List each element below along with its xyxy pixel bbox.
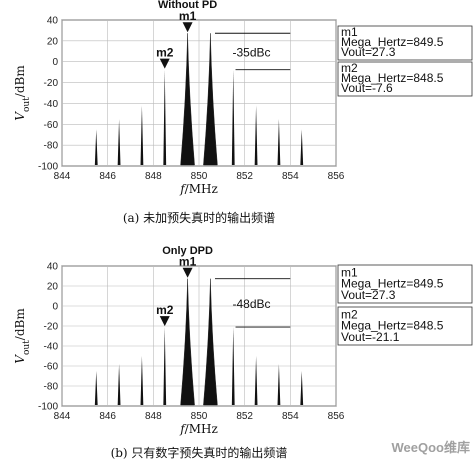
marker-m2-readout-freq: Mega_Hertz=848.5 (341, 71, 444, 85)
spectral-peak (254, 356, 258, 405)
y-tick-label: -80 (44, 382, 59, 393)
marker-m2-readout-vout: Vout=-21.1 (341, 330, 400, 344)
marker-m2-readout-vout: Vout=-7.6 (341, 81, 393, 95)
x-axis-label: f/MHz (179, 182, 218, 196)
watermark-logo: WeeQoo维库 (392, 440, 471, 455)
spectral-peak (117, 364, 121, 405)
marker-m1-readout-vout: Vout=27.3 (341, 288, 396, 302)
y-tick-label: -20 (44, 322, 59, 333)
x-tick-label: 846 (99, 411, 116, 422)
y-tick-label: -100 (38, 162, 58, 173)
spectral-peak (94, 371, 98, 405)
dbc-annotation: -48dBc (233, 297, 271, 311)
spectral-peak (300, 129, 304, 165)
marker-m2-readout-box (337, 61, 473, 97)
spectral-peak (254, 105, 258, 165)
spectral-peak (163, 327, 167, 405)
y-tick-label: 20 (47, 282, 59, 293)
y-tick-label: -80 (44, 141, 59, 152)
marker-m1-symbol (182, 267, 193, 278)
spectral-peak (140, 356, 144, 405)
marker-m2-label: m2 (156, 303, 174, 317)
figure-caption: (b) 只有数字预失真时的输出频谱 (111, 445, 288, 460)
x-tick-label: 848 (145, 171, 162, 182)
chart-panel-2: 844 846 848 850 852 854 856 40 20 0 -20 -40 -60 -80 -1… (13, 245, 473, 460)
y-tick-label: 0 (52, 302, 58, 313)
marker-m1-readout-name: m1 (341, 25, 358, 39)
marker-m1-readout-freq: Mega_Hertz=849.5 (341, 35, 444, 49)
spectral-peak (140, 105, 144, 165)
y-tick-label: -40 (44, 342, 59, 353)
spectral-peak (277, 119, 281, 165)
spectral-peak (300, 371, 304, 405)
spectral-peak (277, 364, 281, 405)
y-tick-label: 20 (47, 36, 59, 47)
y-axis-label: Vout/dBm (13, 65, 32, 121)
marker-m2-symbol (159, 58, 170, 69)
x-tick-label: 846 (99, 171, 116, 182)
x-tick-label: 844 (54, 411, 71, 422)
marker-m1-label: m1 (179, 255, 197, 269)
figure-caption: (a) 未加预失真时的输出频谱 (123, 210, 275, 225)
y-tick-label: 40 (47, 16, 59, 27)
marker-m2-readout-freq: Mega_Hertz=848.5 (341, 319, 444, 333)
x-tick-label: 854 (282, 411, 299, 422)
spectral-peak (231, 327, 235, 405)
spectral-peak (203, 33, 218, 166)
spectral-peak (163, 69, 167, 165)
spectral-peak (117, 119, 121, 165)
chart-panel-1: 844 846 848 850 852 854 856 40 20 0 -20 -40 -60 -80 -1… (13, 0, 473, 225)
x-tick-label: 850 (191, 411, 208, 422)
marker-m1-readout-name: m1 (341, 265, 358, 279)
x-tick-label: 854 (282, 171, 299, 182)
marker-m1-readout-freq: Mega_Hertz=849.5 (341, 277, 444, 291)
x-tick-label: 850 (191, 171, 208, 182)
y-tick-label: 40 (47, 262, 59, 273)
dbc-annotation: -35dBc (233, 45, 271, 59)
marker-m2-label: m2 (156, 46, 174, 60)
chart-title: Only DPD (162, 245, 213, 257)
x-tick-label: 856 (328, 411, 345, 422)
y-tick-label: -100 (38, 402, 58, 413)
spectral-peak (231, 69, 235, 165)
x-tick-label: 856 (328, 171, 345, 182)
spectral-peak (180, 278, 195, 406)
y-tick-label: 0 (52, 57, 58, 68)
x-tick-label: 852 (236, 411, 253, 422)
marker-m1-label: m1 (179, 9, 197, 23)
marker-m2-readout-name: m2 (341, 307, 358, 321)
chart-title: Without PD (158, 0, 217, 11)
marker-m2-readout-name: m2 (341, 61, 358, 75)
y-tick-label: -60 (44, 120, 59, 131)
y-tick-label: -40 (44, 99, 59, 110)
spectral-peak (94, 129, 98, 165)
x-axis-label: f/MHz (179, 422, 218, 436)
x-tick-label: 852 (236, 171, 253, 182)
y-axis-label: Vout/dBm (13, 308, 32, 364)
y-tick-label: -60 (44, 362, 59, 373)
marker-m2-symbol (159, 316, 170, 327)
marker-m1-readout-box (337, 264, 473, 304)
spectral-peak (203, 278, 218, 406)
x-tick-label: 848 (145, 411, 162, 422)
marker-m1-symbol (182, 22, 193, 33)
spectral-peak (180, 33, 195, 166)
y-tick-label: -20 (44, 78, 59, 89)
marker-m1-readout-vout: Vout=27.3 (341, 45, 396, 59)
marker-m1-readout-box (337, 25, 473, 61)
marker-m2-readout-box (337, 306, 473, 346)
x-tick-label: 844 (54, 171, 71, 182)
